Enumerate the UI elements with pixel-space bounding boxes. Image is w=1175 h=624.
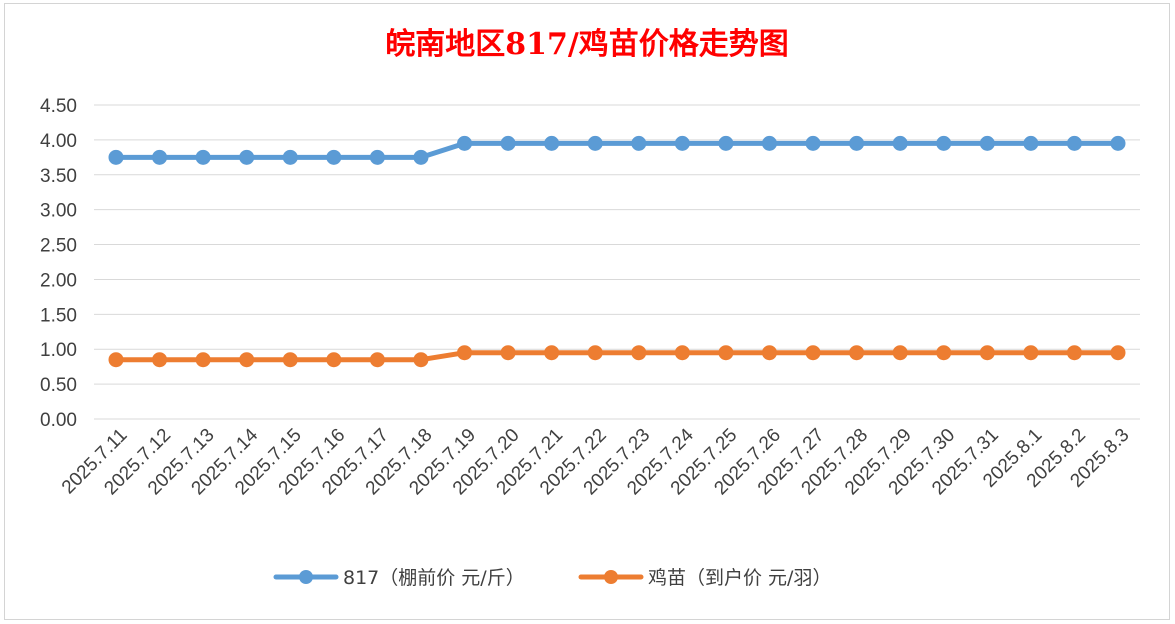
data-point[interactable] [936,345,952,361]
data-point[interactable] [413,149,429,165]
data-point[interactable] [500,345,516,361]
data-point[interactable] [892,135,908,151]
data-point[interactable] [674,135,690,151]
data-point[interactable] [500,135,516,151]
legend-label: 817（棚前价 元/斤） [343,567,525,589]
y-tick-label: 1.50 [40,305,77,326]
legend[interactable]: 817（棚前价 元/斤） 鸡苗（到户价 元/羽） [273,567,831,589]
data-point[interactable] [413,352,429,368]
y-tick-label: 4.50 [40,96,77,117]
data-point[interactable] [718,345,734,361]
data-point[interactable] [1110,345,1126,361]
data-point[interactable] [979,135,995,151]
data-point[interactable] [108,149,124,165]
chart-title: 皖南地区817/鸡苗价格走势图 [385,27,789,62]
data-point[interactable] [979,345,995,361]
data-point[interactable] [1023,345,1039,361]
chart-area[interactable] [4,3,1170,620]
data-point[interactable] [805,345,821,361]
series-line [113,350,1121,363]
y-axis: 0.00 0.50 1.00 1.50 2.00 2.50 3.00 3.50 4.00 4.50 [40,96,77,431]
legend-label: 鸡苗（到户价 元/羽） [648,567,831,589]
data-point[interactable] [369,352,385,368]
data-point[interactable] [631,345,647,361]
y-tick-label: 3.50 [40,166,77,187]
data-point[interactable] [761,135,777,151]
data-point[interactable] [195,149,211,165]
legend-marker [299,570,313,584]
y-tick-label: 3.00 [40,201,77,222]
y-tick-label: 0.50 [40,375,77,396]
data-point[interactable] [1023,135,1039,151]
data-point[interactable] [326,149,342,165]
data-point[interactable] [152,149,168,165]
data-point[interactable] [1066,345,1082,361]
data-point[interactable] [761,345,777,361]
data-point[interactable] [849,135,865,151]
y-tick-label: 1.00 [40,340,77,361]
series-2 [108,345,1126,368]
data-point[interactable] [457,345,473,361]
x-axis: 2025.7.112025.7.122025.7.132025.7.142025… [58,424,1134,499]
series-line [113,140,1121,160]
series-group [108,135,1126,368]
data-point[interactable] [544,345,560,361]
y-tick-label: 2.00 [40,270,77,291]
data-point[interactable] [936,135,952,151]
legend-marker [604,570,618,584]
data-point[interactable] [195,352,211,368]
data-point[interactable] [805,135,821,151]
data-point[interactable] [239,352,255,368]
data-point[interactable] [674,345,690,361]
data-point[interactable] [587,345,603,361]
series-1 [108,135,1126,165]
data-point[interactable] [544,135,560,151]
data-point[interactable] [108,352,124,368]
data-point[interactable] [369,149,385,165]
data-point[interactable] [239,149,255,165]
data-point[interactable] [1066,135,1082,151]
data-point[interactable] [326,352,342,368]
data-point[interactable] [152,352,168,368]
data-point[interactable] [1110,135,1126,151]
data-point[interactable] [282,352,298,368]
data-point[interactable] [631,135,647,151]
data-point[interactable] [849,345,865,361]
data-point[interactable] [587,135,603,151]
legend-item[interactable]: 817（棚前价 元/斤） [273,567,525,589]
data-point[interactable] [457,135,473,151]
data-point[interactable] [282,149,298,165]
legend-item[interactable]: 鸡苗（到户价 元/羽） [578,567,831,589]
y-tick-label: 0.00 [40,410,77,431]
y-tick-label: 2.50 [40,236,77,257]
y-tick-label: 4.00 [40,131,77,152]
data-point[interactable] [718,135,734,151]
data-point[interactable] [892,345,908,361]
gridlines [94,104,1140,420]
